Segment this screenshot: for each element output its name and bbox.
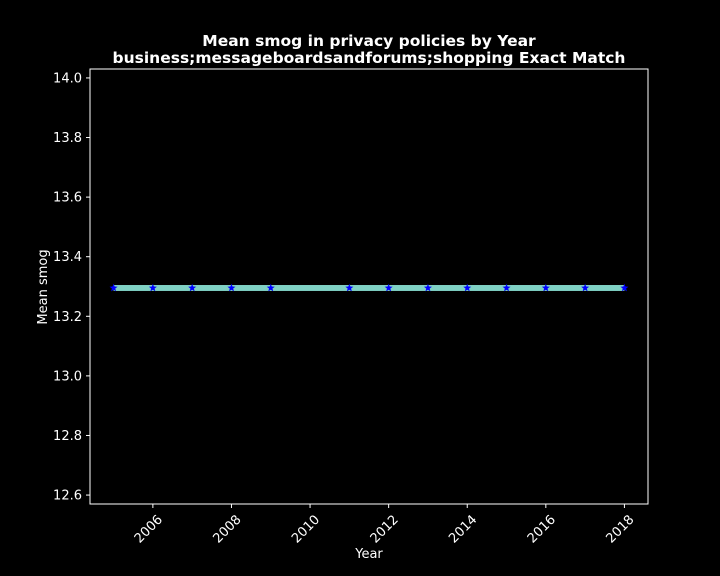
value-band: [113, 285, 625, 291]
x-tick-label: 2016: [525, 512, 559, 546]
y-tick-label: 13.4: [53, 250, 82, 265]
y-axis: 12.6 12.8 13.0 13.2 13.4 13.6 13.8 14.0: [53, 71, 90, 504]
data-point: [109, 283, 118, 292]
data-point: [148, 283, 157, 292]
data-point: [581, 283, 590, 292]
y-tick-label: 12.6: [53, 489, 82, 504]
y-axis-label: Mean smog: [36, 249, 51, 324]
y-tick-label: 13.8: [53, 131, 82, 146]
x-tick-label: 2014: [446, 512, 480, 546]
data-point: [345, 283, 354, 292]
data-point: [384, 283, 393, 292]
data-point: [502, 283, 511, 292]
x-axis-label: Year: [354, 547, 383, 562]
y-tick-label: 14.0: [53, 71, 82, 86]
plot-area: [109, 283, 629, 292]
x-tick-label: 2012: [368, 512, 402, 546]
data-point: [541, 283, 550, 292]
chart-title: Mean smog in privacy policies by Year: [202, 32, 536, 50]
data-point: [227, 283, 236, 292]
x-tick-label: 2008: [211, 512, 245, 546]
data-point: [423, 283, 432, 292]
data-point: [266, 283, 275, 292]
axes-frame: [89, 68, 649, 505]
x-axis: 2006 2008 2010 2012 2014 2016 2018: [132, 504, 637, 546]
y-tick-label: 12.8: [53, 429, 82, 444]
y-tick-label: 13.2: [53, 310, 82, 325]
data-point: [620, 283, 629, 292]
y-tick-label: 13.6: [53, 191, 82, 206]
chart-subtitle: business;messageboardsandforums;shopping…: [113, 49, 626, 67]
x-tick-label: 2006: [132, 512, 166, 546]
x-tick-label: 2010: [289, 512, 323, 546]
y-tick-label: 13.0: [53, 369, 82, 384]
x-tick-label: 2018: [603, 512, 637, 546]
data-point: [463, 283, 472, 292]
data-point: [188, 283, 197, 292]
